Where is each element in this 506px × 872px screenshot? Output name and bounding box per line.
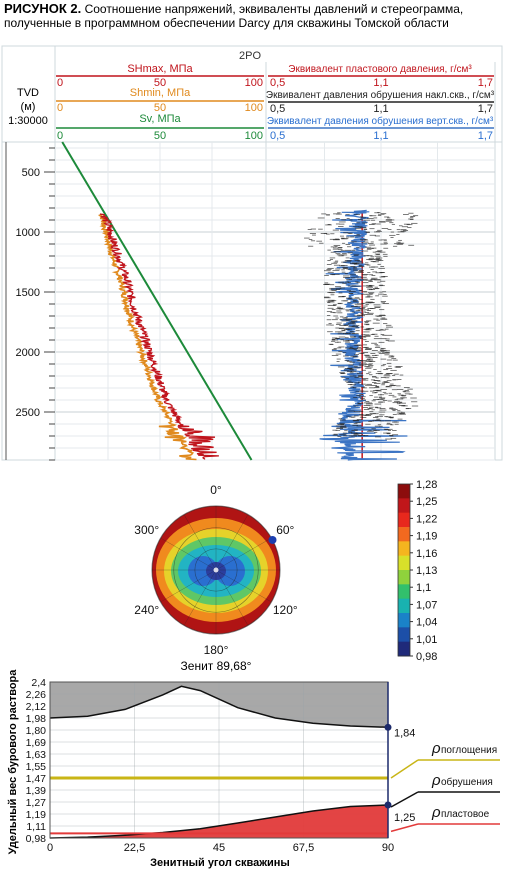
shmax-max: 100	[245, 77, 263, 89]
depth-axis: 500 1000 1500 2000 2500	[5, 142, 55, 461]
pore-header-label: Эквивалент пластового давления, г/см³	[288, 64, 472, 75]
shmax-curve	[99, 213, 219, 460]
sv-mid: 50	[154, 130, 166, 142]
log-series	[61, 141, 419, 461]
shmin-mid: 50	[154, 102, 166, 114]
collapse-vert-header-label: Эквивалент давления обрушения верт.скв.,…	[267, 115, 494, 127]
collapse-incl-mid: 1,1	[373, 103, 388, 115]
depth-label-unit: (м)	[21, 101, 36, 113]
collapse-vert-max: 1,7	[478, 130, 493, 142]
depth-tick-label: 1500	[16, 287, 40, 299]
figure-title-line2: полученные в программном обеспечении Dar…	[4, 16, 449, 30]
sv-min: 0	[57, 130, 63, 142]
shmax-min: 0	[57, 77, 63, 89]
depth-tick-label: 2500	[16, 407, 40, 419]
track1-header: SHmax, МПа 0 50 100 Shmin, МПа 0 50 100 …	[56, 63, 264, 142]
depth-label-tvd: TVD	[17, 87, 39, 99]
shmin-max: 100	[245, 102, 263, 114]
depth-label-scale: 1:30000	[8, 115, 48, 127]
shmin-header-label: Shmin, МПа	[130, 87, 191, 99]
log-gridlines	[56, 142, 495, 461]
track2-header: Эквивалент пластового давления, г/см³ 0,…	[266, 64, 495, 142]
pore-max: 1,7	[478, 77, 493, 89]
depth-tick-label: 2000	[16, 347, 40, 359]
figure-title-lead: РИСУНОК 2.	[4, 1, 82, 16]
shmin-min: 0	[57, 102, 63, 114]
depth-tick-label: 500	[22, 167, 40, 179]
collapse-incl-max: 1,7	[478, 103, 493, 115]
sv-header-label: Sv, МПа	[139, 113, 181, 125]
shmax-header-label: SHmax, МПа	[127, 63, 193, 75]
pore-min: 0,5	[270, 77, 285, 89]
figure-title: РИСУНОК 2. Соотношение напряжений, эквив…	[4, 1, 502, 31]
figure-title-line1: Соотношение напряжений, эквиваленты давл…	[84, 2, 464, 16]
shmin-curve	[97, 213, 197, 461]
collapse-vert-min: 0,5	[270, 130, 285, 142]
depth-tick-label: 1000	[16, 227, 40, 239]
collapse-incl-min: 0,5	[270, 103, 285, 115]
collapse-vertical-curve	[319, 209, 408, 461]
pore-mid: 1,1	[373, 77, 388, 89]
shmax-mid: 50	[154, 77, 166, 89]
sv-max: 100	[245, 130, 263, 142]
sv-line	[61, 141, 253, 461]
well-name: 2PO	[239, 50, 261, 62]
collapse-vert-mid: 1,1	[373, 130, 388, 142]
collapse-incl-header-label: Эквивалент давления обрушения накл.скв.,…	[266, 89, 495, 101]
